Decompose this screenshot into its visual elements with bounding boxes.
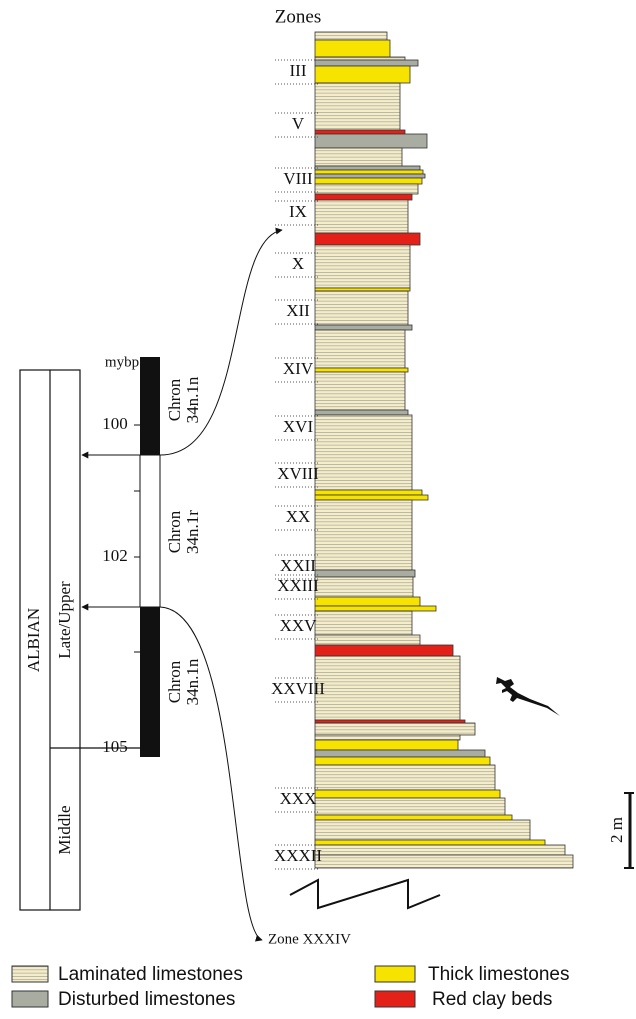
zone-label: VIII — [283, 169, 313, 188]
bed — [315, 740, 458, 750]
arrow-label: Zone XXXIV — [268, 931, 351, 947]
bed — [315, 83, 400, 130]
chron-label: 34n.1n — [183, 658, 202, 705]
zone-label: XII — [286, 301, 310, 320]
bed — [315, 723, 475, 735]
bed — [315, 194, 412, 200]
legend-label: Laminated limestones — [58, 964, 243, 985]
zone-label: XXIII — [277, 576, 319, 595]
gecko-icon — [496, 677, 560, 716]
bed — [315, 765, 495, 790]
age-ticks — [134, 425, 140, 748]
zone-label: XX — [286, 507, 311, 526]
zone-label: XIV — [283, 359, 314, 378]
bed — [315, 134, 427, 148]
legend-label: Thick limestones — [428, 964, 570, 985]
legend: Laminated limestones Thick limestones Di… — [12, 964, 570, 1010]
bed — [315, 372, 405, 410]
zone-label: XXII — [280, 556, 316, 575]
bed — [315, 798, 505, 815]
scale-label: 2 m — [607, 817, 626, 843]
zone-label: XVIII — [277, 464, 319, 483]
age-label: 102 — [102, 546, 128, 565]
bed — [315, 500, 412, 570]
bed — [315, 166, 420, 170]
bed — [315, 130, 405, 134]
age-unit: mybp — [105, 354, 139, 370]
substage-label: Late/Upper — [55, 581, 74, 659]
bed — [315, 291, 408, 325]
zone-label: XVI — [283, 417, 314, 436]
zones-header: Zones — [275, 6, 321, 27]
bed — [315, 245, 410, 288]
chron-label: Chron — [165, 660, 184, 703]
legend-label: Disturbed limestones — [58, 989, 235, 1010]
column — [315, 32, 573, 868]
zone-label: IX — [289, 202, 307, 221]
zone-label: III — [290, 61, 307, 80]
bed — [315, 178, 422, 184]
zone-label: XXVIII — [271, 679, 325, 698]
reversed-chron — [140, 455, 160, 607]
bed — [315, 233, 420, 245]
bed — [315, 184, 418, 194]
bed — [315, 368, 408, 372]
bed — [315, 32, 387, 40]
bed — [315, 577, 413, 597]
bed — [315, 597, 420, 606]
bed — [315, 611, 412, 635]
bed — [315, 415, 412, 490]
legend-label: Red clay beds — [432, 989, 552, 1010]
age-label: 100 — [102, 414, 128, 433]
bed — [315, 855, 573, 868]
bed — [315, 635, 420, 645]
bed — [315, 174, 425, 178]
chron-label: 34n.1r — [183, 510, 202, 554]
bed — [315, 325, 412, 330]
bed — [315, 735, 460, 740]
bed — [315, 200, 408, 233]
bed — [315, 330, 405, 368]
zone-label: XXX — [280, 789, 317, 808]
zone-label: V — [292, 114, 305, 133]
chron-label: 34n.1n — [183, 376, 202, 423]
stage-label: ALBIAN — [24, 608, 43, 672]
bed — [315, 570, 415, 577]
zone-label: XXV — [280, 616, 318, 635]
bed — [315, 288, 410, 291]
bed — [315, 790, 500, 798]
figure: 2 m Zones mybp Zone XXXIV ALBIAN Late/Up… — [0, 0, 636, 1019]
arrow — [160, 607, 262, 940]
bed — [315, 656, 460, 720]
bed — [315, 490, 422, 495]
bed — [315, 720, 465, 723]
bed — [315, 606, 436, 611]
chron-label: Chron — [165, 510, 184, 553]
bed — [315, 410, 408, 415]
bed — [315, 757, 490, 765]
normal-chron — [140, 357, 160, 455]
chron-label: Chron — [165, 378, 184, 421]
bed — [315, 645, 453, 656]
zone-label: XXXII — [274, 846, 322, 865]
bed — [315, 820, 530, 840]
bed — [315, 148, 402, 166]
substage-label: Middle — [55, 805, 74, 854]
age-label: 105 — [102, 737, 128, 756]
bed — [315, 750, 485, 757]
bed — [315, 60, 418, 66]
normal-chron — [140, 607, 160, 757]
bed — [315, 66, 410, 83]
bed — [315, 815, 512, 820]
bed — [315, 840, 545, 845]
bed — [315, 845, 565, 855]
bed — [315, 495, 428, 500]
break-symbol — [290, 880, 440, 908]
bed — [315, 57, 405, 60]
zone-label: X — [292, 254, 304, 273]
bed — [315, 40, 390, 57]
bed — [315, 170, 423, 174]
